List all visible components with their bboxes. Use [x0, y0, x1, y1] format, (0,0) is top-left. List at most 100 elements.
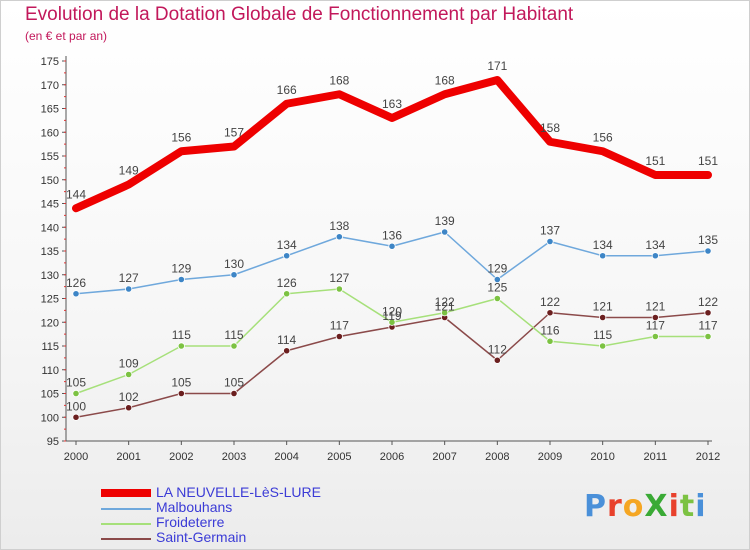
logo-letter: i — [695, 489, 707, 524]
data-label: 115 — [224, 328, 243, 342]
data-point — [125, 370, 133, 379]
data-label: 136 — [382, 228, 402, 242]
y-tick-label: 100 — [41, 412, 59, 424]
data-point — [125, 404, 133, 412]
data-point — [125, 285, 133, 293]
data-label: 138 — [329, 219, 349, 233]
logo-letter: X — [644, 489, 669, 524]
data-label: 117 — [698, 319, 717, 333]
data-point — [441, 228, 449, 236]
data-label: 122 — [540, 295, 560, 309]
data-label: 117 — [646, 319, 665, 333]
data-label: 168 — [329, 73, 349, 87]
y-tick-label: 130 — [41, 270, 59, 282]
data-point — [283, 252, 291, 260]
data-point — [651, 313, 659, 322]
data-label: 126 — [277, 276, 297, 290]
data-label: 121 — [645, 300, 665, 314]
data-point — [230, 342, 238, 350]
x-tick-label: 2001 — [116, 451, 140, 463]
data-point — [493, 275, 501, 284]
data-label: 105 — [224, 376, 244, 390]
data-point — [704, 332, 712, 341]
data-point — [493, 294, 501, 303]
data-point — [441, 309, 449, 317]
data-point — [230, 389, 238, 398]
y-tick-label: 105 — [41, 389, 59, 401]
x-tick-label: 2011 — [644, 451, 668, 463]
data-label: 114 — [277, 333, 296, 347]
data-label: 134 — [277, 238, 297, 252]
data-point — [651, 252, 659, 260]
data-point — [546, 237, 554, 246]
legend-label-froideterre: Froideterre — [156, 514, 225, 530]
y-tick-label: 175 — [41, 56, 59, 68]
x-tick-label: 2005 — [327, 451, 351, 463]
y-tick-label: 150 — [41, 175, 59, 187]
data-label: 121 — [593, 300, 613, 314]
legend-item-malbouhans: Malbouhans — [101, 500, 401, 515]
data-label: 134 — [645, 238, 665, 252]
x-tick-label: 2007 — [432, 451, 456, 463]
data-label: 112 — [488, 342, 507, 356]
legend-swatch-saint-germain — [101, 538, 151, 540]
legend-swatch-neuvelle — [101, 489, 151, 497]
data-point — [72, 389, 80, 398]
data-point — [599, 342, 607, 350]
data-point — [177, 275, 185, 284]
data-label: 116 — [540, 323, 559, 337]
data-point — [599, 313, 607, 322]
data-point — [546, 337, 554, 345]
data-label: 135 — [698, 233, 718, 247]
proxiti-logo: ProXiti — [584, 489, 707, 524]
data-label: 109 — [119, 357, 139, 371]
data-point — [704, 309, 712, 317]
data-point — [388, 242, 396, 250]
data-label: 139 — [435, 214, 455, 228]
logo-letter: P — [584, 489, 607, 524]
chart-subtitle: (en € et par an) — [25, 29, 108, 43]
data-point — [651, 332, 659, 341]
data-label: 156 — [171, 130, 191, 144]
logo-letter: i — [668, 489, 680, 524]
x-tick-label: 2010 — [590, 451, 614, 463]
data-label: 158 — [540, 121, 560, 135]
y-tick-label: 155 — [41, 151, 59, 163]
legend-label-saint-germain: Saint-Germain — [156, 529, 247, 545]
chart-title: Evolution de la Dotation Globale de Fonc… — [25, 4, 574, 25]
data-label: 127 — [329, 271, 349, 285]
data-label: 125 — [487, 281, 507, 295]
data-point — [335, 285, 343, 293]
data-label: 120 — [382, 304, 402, 318]
y-tick-label: 120 — [41, 317, 59, 329]
y-tick-label: 170 — [41, 80, 59, 92]
x-tick-label: 2006 — [380, 451, 404, 463]
data-label: 121 — [435, 300, 455, 314]
data-point — [230, 271, 238, 279]
x-tick-label: 2009 — [538, 451, 562, 463]
x-tick-label: 2004 — [274, 451, 298, 463]
x-tick-label: 2008 — [485, 451, 509, 463]
data-label: 105 — [66, 376, 86, 390]
data-point — [283, 347, 291, 355]
data-label: 163 — [382, 97, 402, 111]
data-label: 115 — [172, 328, 191, 342]
data-label: 157 — [224, 126, 244, 140]
line-chart: 95 100 105 110 115 120 125 130 135 140 145 150 155 16… — [41, 56, 720, 463]
x-tick-label: 2002 — [169, 451, 193, 463]
data-label: 156 — [593, 130, 613, 144]
data-label: 166 — [277, 83, 297, 97]
data-label: 168 — [435, 73, 455, 87]
data-label: 129 — [487, 262, 507, 276]
data-label: 119 — [382, 309, 401, 323]
legend-swatch-malbouhans — [101, 508, 151, 510]
logo-letter: o — [622, 489, 645, 524]
logo-letter: r — [607, 489, 623, 524]
y-tick-label: 95 — [47, 436, 59, 448]
data-label: 130 — [224, 257, 244, 271]
data-point — [177, 389, 185, 398]
data-label: 115 — [593, 328, 612, 342]
data-point — [335, 233, 343, 241]
x-tick-label: 2003 — [222, 451, 246, 463]
data-label: 122 — [698, 295, 718, 309]
